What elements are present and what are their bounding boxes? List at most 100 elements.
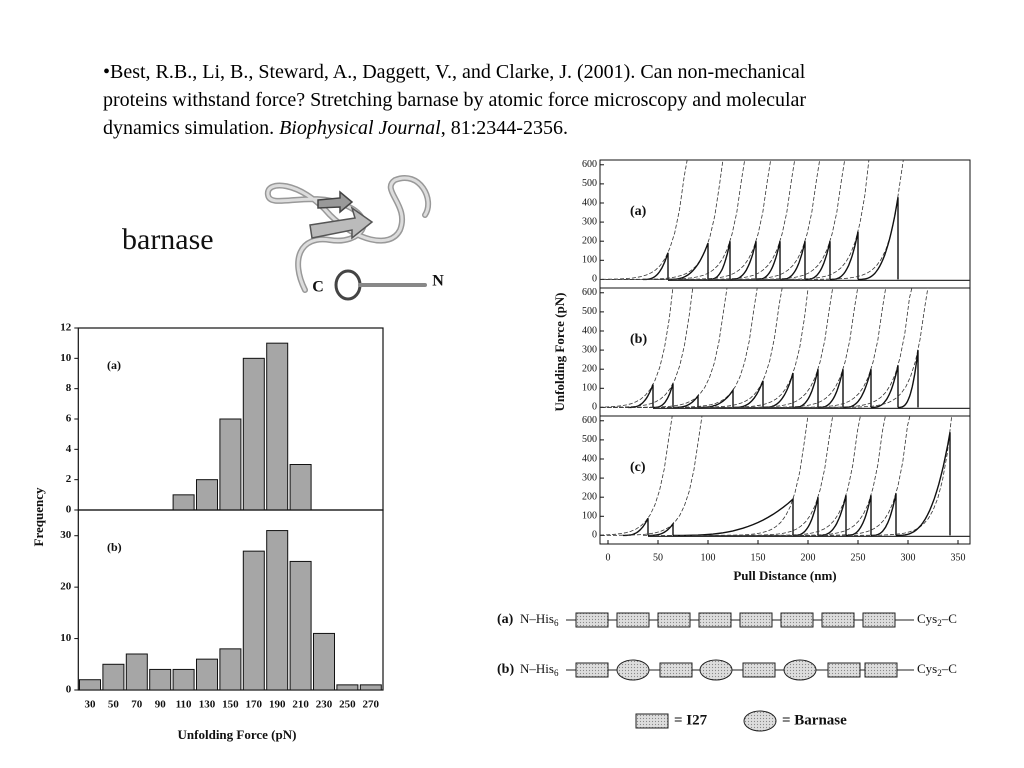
unfolding-peak (805, 241, 831, 281)
unfolding-peak (896, 432, 951, 537)
bar (172, 494, 195, 511)
y-tick-label: 300 (582, 472, 597, 483)
x-tick-label: 270 (363, 699, 380, 711)
x-tick-label: 50 (653, 552, 663, 563)
c-end-text: Cys (917, 661, 937, 676)
unfolding-peak (673, 497, 794, 537)
panel-label: (c) (630, 460, 646, 475)
y-tick-label: 200 (582, 491, 597, 502)
x-tick-label: 300 (901, 552, 916, 563)
citation-line: proteins withstand force? Stretching bar… (103, 89, 807, 111)
y-tick-label: 600 (582, 415, 597, 426)
y-tick-label: 0 (592, 274, 597, 285)
plot-frame (599, 287, 971, 417)
y-tick-label: 6 (66, 413, 72, 425)
wlc-fit (800, 416, 953, 536)
unfolding-peak (871, 493, 897, 537)
wlc-fit (721, 416, 886, 536)
wlc-fit (600, 160, 688, 280)
x-tick-label: 190 (269, 699, 286, 711)
citation: •Best, R.B., Li, B., Steward, A., Dagget… (103, 58, 806, 142)
x-tick-label: 350 (951, 552, 966, 563)
wlc-fit (655, 160, 821, 280)
y-tick-label: 10 (60, 352, 72, 364)
unfolding-peak (858, 197, 899, 281)
wlc-fit (600, 416, 673, 536)
unfolding-peak (793, 497, 819, 537)
y-tick-label: 30 (60, 529, 72, 541)
y-tick-label: 600 (582, 159, 597, 170)
y-tick-label: 0 (592, 402, 597, 413)
panel-label: (a) (107, 358, 121, 372)
bar (102, 663, 125, 691)
bar (336, 684, 359, 691)
i27-domain (739, 612, 773, 628)
x-tick-label: 250 (339, 699, 356, 711)
y-tick-label: 600 (582, 287, 597, 298)
c-end-text: Cys (917, 611, 937, 626)
wlc-fit (708, 160, 870, 280)
i27-domain (780, 612, 814, 628)
x-axis-label: Unfolding Force (pN) (178, 727, 297, 742)
citation-text: , 81:2344-2356. (440, 117, 568, 139)
x-tick-label: 150 (222, 699, 239, 711)
n-end-sub: 6 (554, 668, 559, 678)
traces (600, 288, 970, 410)
y-tick-label: 8 (66, 382, 72, 394)
y-tick-label: 200 (582, 363, 597, 374)
traces (600, 160, 970, 282)
y-tick-label: 0 (66, 504, 72, 516)
wlc-fit (600, 160, 724, 280)
plot-frame (599, 159, 971, 289)
y-tick-label: 500 (582, 178, 597, 189)
x-tick-label: 170 (246, 699, 263, 711)
y-tick-label: 2 (66, 473, 72, 485)
y-tick-label: 500 (582, 434, 597, 445)
bar (149, 668, 172, 691)
bar (219, 418, 242, 511)
c-end-tail: –C (941, 611, 957, 626)
plot-frame (599, 415, 971, 545)
protein-label: barnase (122, 223, 214, 256)
x-tick-label: 150 (751, 552, 766, 563)
unfolding-peak (846, 495, 872, 537)
panel-label: (b) (630, 332, 647, 347)
y-tick-label: 100 (582, 511, 597, 522)
x-tick-label: 200 (801, 552, 816, 563)
y-tick-label: 500 (582, 306, 597, 317)
y-tick-label: 20 (60, 581, 72, 593)
bar (359, 684, 382, 691)
i27-domain (659, 662, 693, 678)
unfolding-peak (756, 241, 781, 281)
c-terminus: C (312, 279, 324, 296)
c-end-tail: –C (941, 661, 957, 676)
i27-domain (862, 612, 896, 628)
bar (196, 658, 218, 691)
bar (266, 342, 289, 511)
x-tick-label: 30 (85, 699, 97, 711)
bar (242, 357, 265, 511)
schematic (566, 612, 914, 732)
wlc-fit (768, 288, 929, 408)
bar (289, 464, 312, 511)
x-tick-label: 50 (108, 699, 120, 711)
y-tick-label: 100 (582, 383, 597, 394)
y-tick-label: 400 (582, 197, 597, 208)
x-tick-label: 0 (606, 552, 611, 563)
journal: Biophysical Journal (279, 117, 441, 139)
x-axis-label: Pull Distance (nm) (733, 568, 836, 583)
unfolding-peak (780, 241, 806, 281)
unfolding-peak (708, 241, 731, 281)
wlc-fit (721, 288, 887, 408)
n-terminus: N (432, 273, 444, 290)
unfolding-peak (643, 252, 669, 281)
legend-barnase (743, 710, 777, 732)
wlc-fit (748, 288, 913, 408)
x-tick-label: 70 (131, 699, 143, 711)
i27-domain (575, 662, 609, 678)
protein-ribbon (264, 175, 432, 301)
unfolding-peak (763, 372, 794, 409)
legend-label: = I27 (674, 712, 708, 728)
wlc-fit (600, 288, 758, 408)
